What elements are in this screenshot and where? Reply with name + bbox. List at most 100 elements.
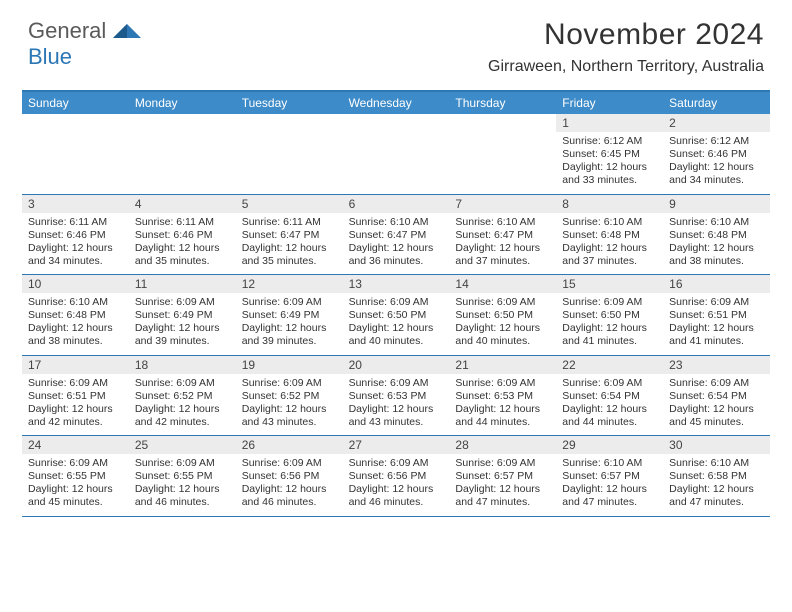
day-header-tuesday: Tuesday — [236, 92, 343, 114]
day-number: 22 — [556, 356, 663, 374]
sunrise-text: Sunrise: 6:10 AM — [562, 216, 657, 229]
daylight-text: Daylight: 12 hours and 35 minutes. — [242, 242, 337, 268]
sunset-text: Sunset: 6:58 PM — [669, 470, 764, 483]
day-number: 16 — [663, 275, 770, 293]
sunrise-text: Sunrise: 6:10 AM — [349, 216, 444, 229]
sunset-text: Sunset: 6:52 PM — [242, 390, 337, 403]
day-data: Sunrise: 6:10 AMSunset: 6:47 PMDaylight:… — [449, 213, 556, 275]
sunrise-text: Sunrise: 6:11 AM — [242, 216, 337, 229]
day-number: . — [236, 114, 343, 132]
sunrise-text: Sunrise: 6:10 AM — [669, 216, 764, 229]
sunrise-text: Sunrise: 6:09 AM — [28, 457, 123, 470]
day-number: 26 — [236, 436, 343, 454]
day-number: 14 — [449, 275, 556, 293]
day-cell: 27Sunrise: 6:09 AMSunset: 6:56 PMDayligh… — [343, 436, 450, 516]
day-data: Sunrise: 6:09 AMSunset: 6:54 PMDaylight:… — [663, 374, 770, 436]
day-data: Sunrise: 6:09 AMSunset: 6:56 PMDaylight:… — [343, 454, 450, 516]
empty-cell: . — [236, 114, 343, 194]
sunrise-text: Sunrise: 6:09 AM — [135, 296, 230, 309]
empty-cell: . — [449, 114, 556, 194]
sunset-text: Sunset: 6:48 PM — [669, 229, 764, 242]
day-header-monday: Monday — [129, 92, 236, 114]
logo: General Blue — [28, 18, 141, 70]
sunset-text: Sunset: 6:56 PM — [242, 470, 337, 483]
daylight-text: Daylight: 12 hours and 44 minutes. — [562, 403, 657, 429]
sunset-text: Sunset: 6:55 PM — [28, 470, 123, 483]
daylight-text: Daylight: 12 hours and 37 minutes. — [562, 242, 657, 268]
sunset-text: Sunset: 6:50 PM — [562, 309, 657, 322]
sunset-text: Sunset: 6:46 PM — [669, 148, 764, 161]
sunrise-text: Sunrise: 6:11 AM — [135, 216, 230, 229]
day-data: Sunrise: 6:09 AMSunset: 6:52 PMDaylight:… — [129, 374, 236, 436]
day-cell: 23Sunrise: 6:09 AMSunset: 6:54 PMDayligh… — [663, 356, 770, 436]
day-cell: 24Sunrise: 6:09 AMSunset: 6:55 PMDayligh… — [22, 436, 129, 516]
day-data: Sunrise: 6:11 AMSunset: 6:46 PMDaylight:… — [22, 213, 129, 275]
sunrise-text: Sunrise: 6:12 AM — [669, 135, 764, 148]
title-block: November 2024 Girraween, Northern Territ… — [488, 18, 764, 76]
sunset-text: Sunset: 6:45 PM — [562, 148, 657, 161]
sunset-text: Sunset: 6:56 PM — [349, 470, 444, 483]
day-cell: 13Sunrise: 6:09 AMSunset: 6:50 PMDayligh… — [343, 275, 450, 355]
month-title: November 2024 — [488, 18, 764, 52]
day-number: 1 — [556, 114, 663, 132]
sunrise-text: Sunrise: 6:09 AM — [242, 457, 337, 470]
sunset-text: Sunset: 6:47 PM — [242, 229, 337, 242]
day-cell: 18Sunrise: 6:09 AMSunset: 6:52 PMDayligh… — [129, 356, 236, 436]
day-data: Sunrise: 6:09 AMSunset: 6:50 PMDaylight:… — [556, 293, 663, 355]
day-number: 15 — [556, 275, 663, 293]
day-cell: 7Sunrise: 6:10 AMSunset: 6:47 PMDaylight… — [449, 195, 556, 275]
day-data: Sunrise: 6:10 AMSunset: 6:47 PMDaylight:… — [343, 213, 450, 275]
day-header-row: SundayMondayTuesdayWednesdayThursdayFrid… — [22, 92, 770, 114]
sunrise-text: Sunrise: 6:09 AM — [455, 377, 550, 390]
sunset-text: Sunset: 6:50 PM — [349, 309, 444, 322]
daylight-text: Daylight: 12 hours and 41 minutes. — [562, 322, 657, 348]
day-data — [449, 132, 556, 190]
empty-cell: . — [343, 114, 450, 194]
day-cell: 3Sunrise: 6:11 AMSunset: 6:46 PMDaylight… — [22, 195, 129, 275]
week-row: 10Sunrise: 6:10 AMSunset: 6:48 PMDayligh… — [22, 275, 770, 356]
sunset-text: Sunset: 6:51 PM — [28, 390, 123, 403]
sunrise-text: Sunrise: 6:09 AM — [349, 296, 444, 309]
daylight-text: Daylight: 12 hours and 35 minutes. — [135, 242, 230, 268]
sunset-text: Sunset: 6:49 PM — [242, 309, 337, 322]
daylight-text: Daylight: 12 hours and 47 minutes. — [455, 483, 550, 509]
sunrise-text: Sunrise: 6:09 AM — [562, 377, 657, 390]
day-data: Sunrise: 6:10 AMSunset: 6:48 PMDaylight:… — [663, 213, 770, 275]
day-header-friday: Friday — [556, 92, 663, 114]
empty-cell: . — [22, 114, 129, 194]
daylight-text: Daylight: 12 hours and 40 minutes. — [349, 322, 444, 348]
day-data: Sunrise: 6:09 AMSunset: 6:49 PMDaylight:… — [129, 293, 236, 355]
sunset-text: Sunset: 6:51 PM — [669, 309, 764, 322]
sunrise-text: Sunrise: 6:09 AM — [669, 377, 764, 390]
sunrise-text: Sunrise: 6:09 AM — [28, 377, 123, 390]
day-data: Sunrise: 6:09 AMSunset: 6:49 PMDaylight:… — [236, 293, 343, 355]
sunset-text: Sunset: 6:46 PM — [135, 229, 230, 242]
day-data: Sunrise: 6:11 AMSunset: 6:47 PMDaylight:… — [236, 213, 343, 275]
sunrise-text: Sunrise: 6:10 AM — [28, 296, 123, 309]
day-cell: 17Sunrise: 6:09 AMSunset: 6:51 PMDayligh… — [22, 356, 129, 436]
logo-text-general: General — [28, 18, 106, 43]
daylight-text: Daylight: 12 hours and 45 minutes. — [28, 483, 123, 509]
calendar-body: .....1Sunrise: 6:12 AMSunset: 6:45 PMDay… — [22, 114, 770, 517]
header: General Blue November 2024 Girraween, No… — [0, 0, 792, 80]
sunrise-text: Sunrise: 6:11 AM — [28, 216, 123, 229]
sunset-text: Sunset: 6:53 PM — [349, 390, 444, 403]
day-number: 18 — [129, 356, 236, 374]
day-cell: 10Sunrise: 6:10 AMSunset: 6:48 PMDayligh… — [22, 275, 129, 355]
day-cell: 16Sunrise: 6:09 AMSunset: 6:51 PMDayligh… — [663, 275, 770, 355]
daylight-text: Daylight: 12 hours and 36 minutes. — [349, 242, 444, 268]
daylight-text: Daylight: 12 hours and 42 minutes. — [135, 403, 230, 429]
day-number: . — [129, 114, 236, 132]
day-cell: 9Sunrise: 6:10 AMSunset: 6:48 PMDaylight… — [663, 195, 770, 275]
day-data: Sunrise: 6:09 AMSunset: 6:50 PMDaylight:… — [449, 293, 556, 355]
sunrise-text: Sunrise: 6:09 AM — [349, 457, 444, 470]
daylight-text: Daylight: 12 hours and 43 minutes. — [242, 403, 337, 429]
daylight-text: Daylight: 12 hours and 45 minutes. — [669, 403, 764, 429]
day-number: 6 — [343, 195, 450, 213]
week-row: .....1Sunrise: 6:12 AMSunset: 6:45 PMDay… — [22, 114, 770, 195]
daylight-text: Daylight: 12 hours and 39 minutes. — [135, 322, 230, 348]
day-data: Sunrise: 6:09 AMSunset: 6:50 PMDaylight:… — [343, 293, 450, 355]
daylight-text: Daylight: 12 hours and 43 minutes. — [349, 403, 444, 429]
day-data: Sunrise: 6:09 AMSunset: 6:55 PMDaylight:… — [22, 454, 129, 516]
daylight-text: Daylight: 12 hours and 47 minutes. — [669, 483, 764, 509]
